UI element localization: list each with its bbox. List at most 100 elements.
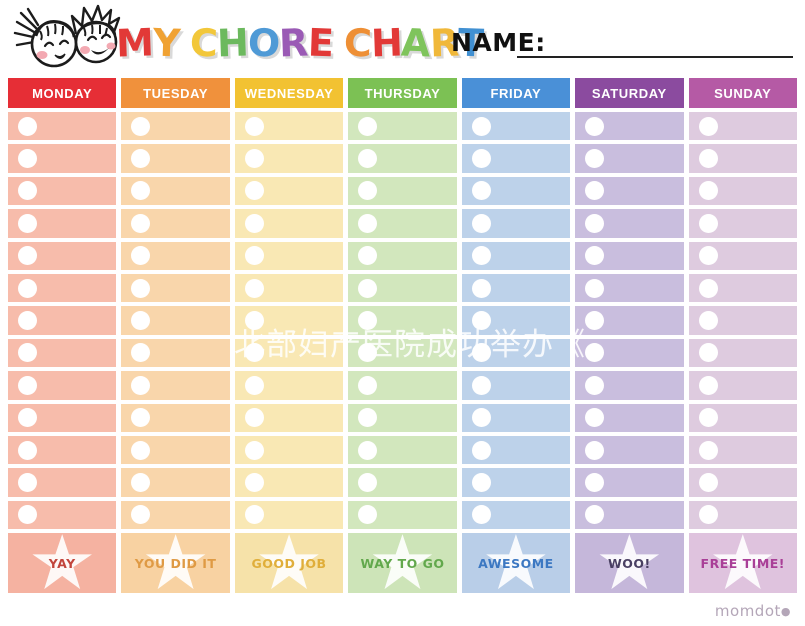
chore-dot[interactable] (471, 408, 491, 428)
chore-dot[interactable] (18, 213, 37, 233)
chore-row[interactable] (688, 112, 797, 141)
chore-row[interactable] (348, 144, 457, 173)
chore-dot[interactable] (18, 278, 37, 298)
chore-dot[interactable] (131, 440, 151, 460)
chore-dot[interactable] (585, 149, 605, 169)
chore-row[interactable] (8, 338, 117, 368)
chore-row[interactable] (688, 500, 797, 530)
chore-row[interactable] (688, 306, 797, 335)
chore-dot[interactable] (358, 472, 378, 492)
chore-row[interactable] (348, 500, 457, 530)
chore-row[interactable] (688, 176, 797, 206)
chore-dot[interactable] (244, 505, 264, 525)
chore-row[interactable] (348, 209, 457, 238)
chore-dot[interactable] (131, 278, 151, 298)
chore-row[interactable] (8, 468, 117, 497)
chore-row[interactable] (688, 338, 797, 368)
chore-row[interactable] (461, 176, 571, 206)
chore-row[interactable] (234, 273, 344, 303)
chore-dot[interactable] (18, 116, 37, 136)
chore-row[interactable] (8, 273, 117, 303)
chore-row[interactable] (348, 403, 457, 432)
chore-row[interactable] (8, 435, 117, 465)
chore-row[interactable] (461, 209, 571, 238)
chore-row[interactable] (575, 112, 684, 141)
chore-dot[interactable] (698, 343, 718, 363)
chore-dot[interactable] (471, 213, 491, 233)
chore-row[interactable] (121, 176, 230, 206)
chore-row[interactable] (234, 468, 344, 497)
chore-dot[interactable] (358, 311, 378, 331)
chore-row[interactable] (121, 435, 230, 465)
chore-row[interactable] (575, 241, 684, 270)
chore-row[interactable] (688, 403, 797, 432)
chore-dot[interactable] (698, 213, 718, 233)
chore-dot[interactable] (358, 343, 378, 363)
chore-row[interactable] (121, 500, 230, 530)
chore-dot[interactable] (131, 181, 151, 201)
chore-row[interactable] (121, 144, 230, 173)
chore-row[interactable] (234, 435, 344, 465)
chore-row[interactable] (461, 273, 571, 303)
chore-row[interactable] (461, 371, 571, 400)
chore-row[interactable] (8, 371, 117, 400)
chore-row[interactable] (348, 468, 457, 497)
chore-dot[interactable] (18, 440, 37, 460)
chore-dot[interactable] (18, 472, 37, 492)
chore-dot[interactable] (131, 149, 151, 169)
chore-dot[interactable] (585, 440, 605, 460)
chore-dot[interactable] (244, 278, 264, 298)
chore-row[interactable] (461, 435, 571, 465)
chore-dot[interactable] (131, 343, 151, 363)
chore-dot[interactable] (471, 311, 491, 331)
chore-row[interactable] (234, 112, 344, 141)
chore-dot[interactable] (244, 149, 264, 169)
chore-row[interactable] (234, 241, 344, 270)
chore-dot[interactable] (471, 246, 491, 266)
chore-dot[interactable] (131, 116, 151, 136)
chore-dot[interactable] (471, 278, 491, 298)
chore-row[interactable] (8, 500, 117, 530)
chore-row[interactable] (121, 468, 230, 497)
chore-dot[interactable] (471, 375, 491, 395)
chore-dot[interactable] (585, 311, 605, 331)
chore-dot[interactable] (18, 343, 37, 363)
chore-dot[interactable] (18, 375, 37, 395)
chore-row[interactable] (234, 209, 344, 238)
chore-dot[interactable] (585, 343, 605, 363)
chore-dot[interactable] (471, 181, 491, 201)
chore-dot[interactable] (471, 343, 491, 363)
chore-dot[interactable] (358, 213, 378, 233)
chore-row[interactable] (688, 273, 797, 303)
chore-dot[interactable] (698, 278, 718, 298)
chore-dot[interactable] (698, 181, 718, 201)
chore-row[interactable] (461, 306, 571, 335)
chore-dot[interactable] (131, 246, 151, 266)
chore-dot[interactable] (698, 505, 718, 525)
chore-row[interactable] (8, 144, 117, 173)
chore-dot[interactable] (358, 505, 378, 525)
chore-row[interactable] (234, 338, 344, 368)
chore-dot[interactable] (18, 408, 37, 428)
chore-dot[interactable] (358, 408, 378, 428)
chore-row[interactable] (575, 273, 684, 303)
chore-row[interactable] (688, 144, 797, 173)
chore-row[interactable] (234, 144, 344, 173)
chore-row[interactable] (348, 176, 457, 206)
chore-dot[interactable] (585, 116, 605, 136)
chore-dot[interactable] (358, 181, 378, 201)
chore-dot[interactable] (244, 472, 264, 492)
chore-row[interactable] (234, 371, 344, 400)
chore-dot[interactable] (131, 472, 151, 492)
chore-dot[interactable] (244, 408, 264, 428)
chore-row[interactable] (461, 144, 571, 173)
chore-dot[interactable] (585, 181, 605, 201)
chore-dot[interactable] (244, 181, 264, 201)
chore-row[interactable] (234, 306, 344, 335)
chore-dot[interactable] (358, 278, 378, 298)
chore-row[interactable] (121, 338, 230, 368)
chore-dot[interactable] (698, 408, 718, 428)
chore-row[interactable] (461, 112, 571, 141)
chore-row[interactable] (575, 144, 684, 173)
chore-row[interactable] (575, 209, 684, 238)
